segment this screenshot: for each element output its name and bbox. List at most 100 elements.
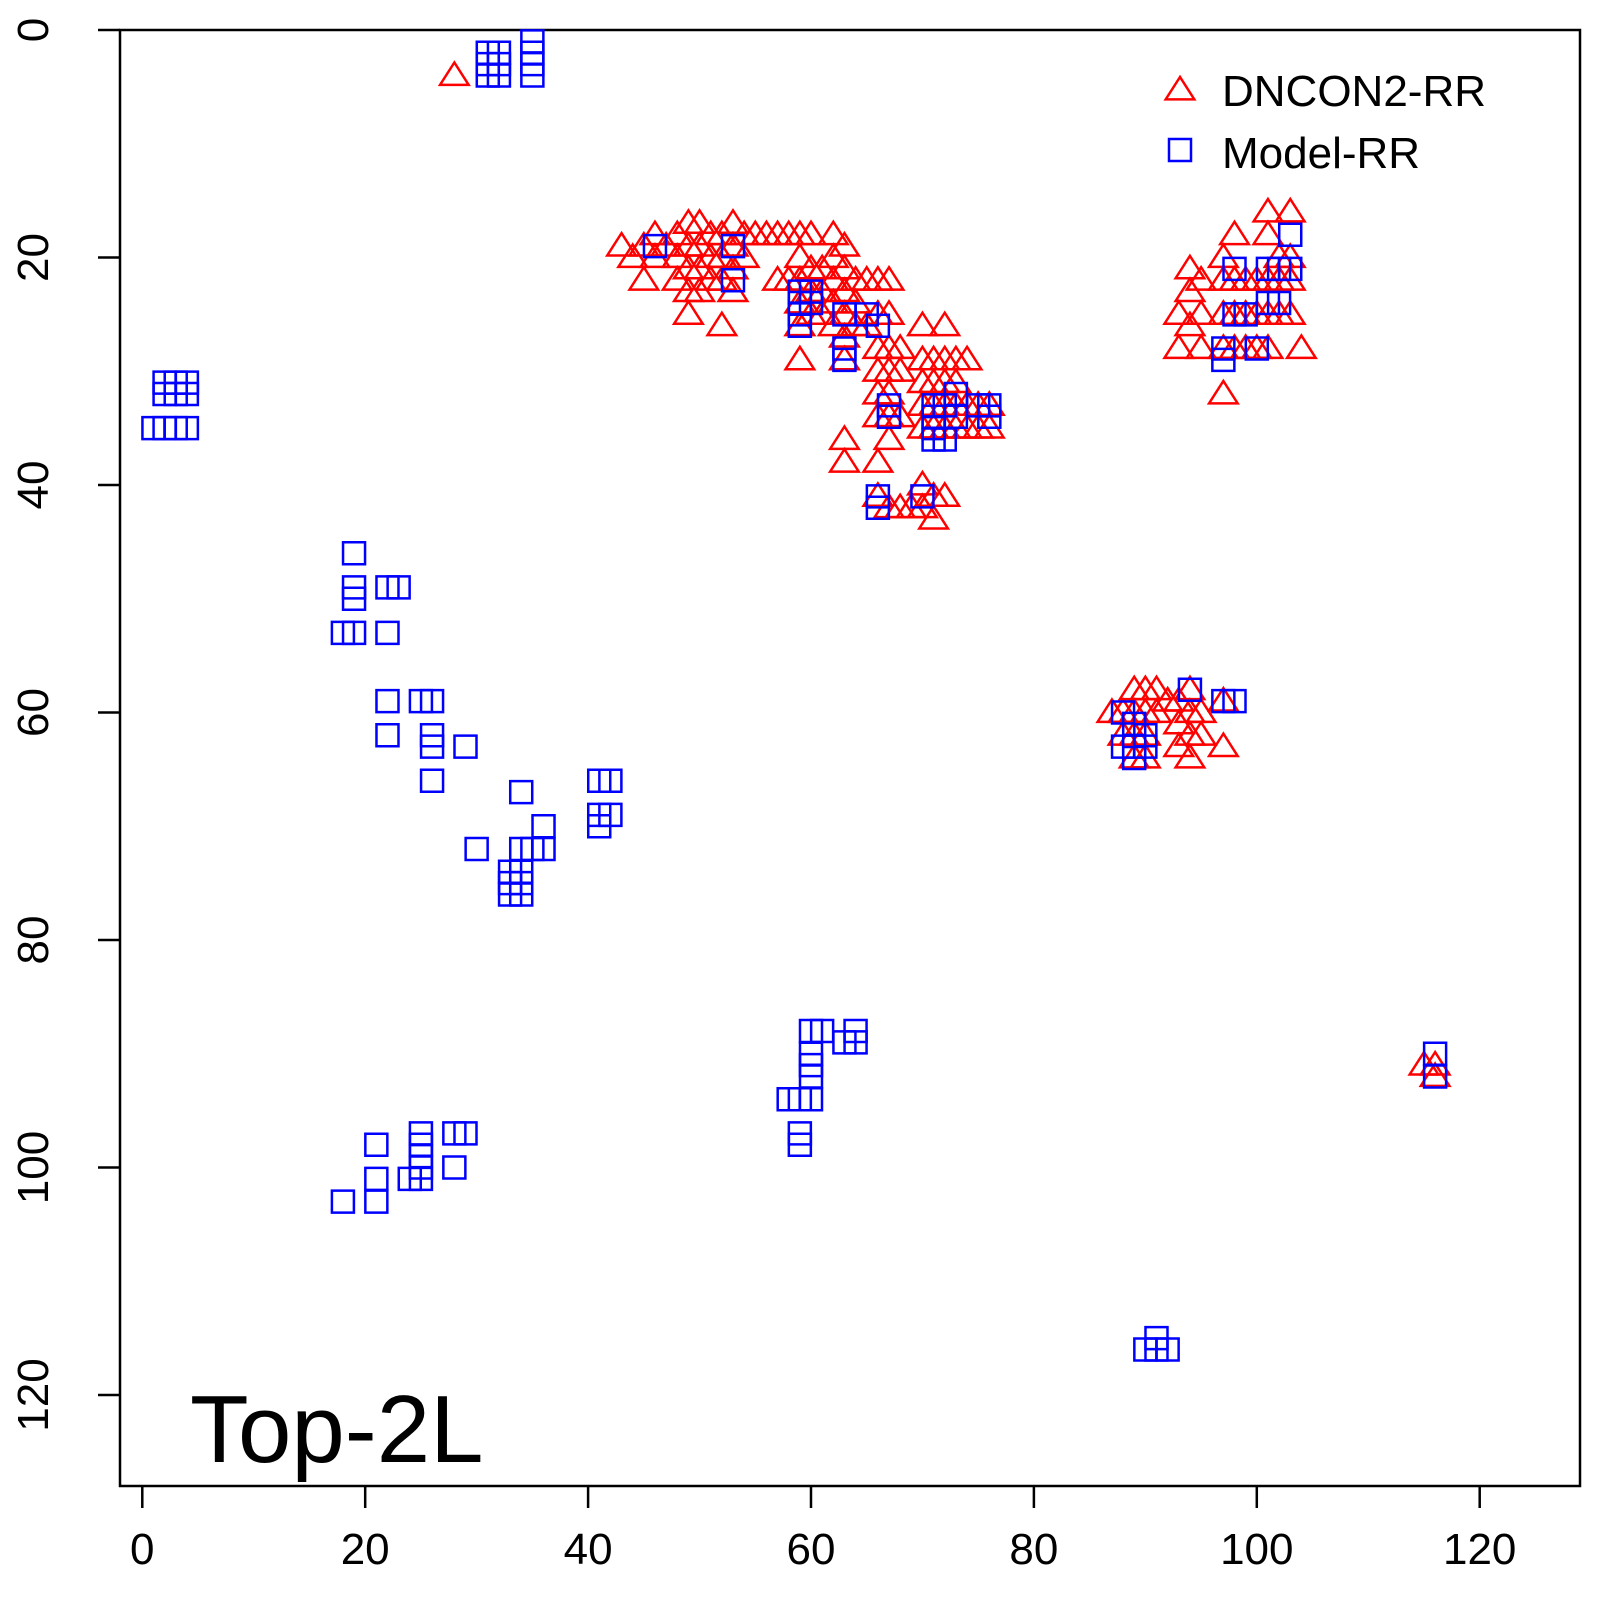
square-point: [787, 1132, 813, 1157]
square-point: [330, 620, 356, 646]
series-model-rr: [141, 29, 1448, 1362]
triangle-point: [627, 264, 661, 291]
y-tick-label: 60: [9, 688, 58, 737]
triangle-point: [604, 230, 639, 257]
y-tick-label: 100: [9, 1131, 58, 1204]
square-point: [508, 882, 534, 907]
square-point: [1222, 688, 1247, 714]
square-point: [1177, 677, 1203, 702]
square-point: [520, 63, 545, 88]
triangle-point: [905, 310, 940, 337]
triangle-point: [928, 481, 962, 507]
triangle-point: [1273, 299, 1307, 325]
x-tick-label: 80: [1009, 1525, 1058, 1574]
plot-frame: [118, 28, 1582, 1488]
square-point: [832, 347, 857, 373]
triangle-point: [1284, 333, 1318, 360]
x-tick-label: 120: [1443, 1525, 1516, 1574]
square-point: [508, 779, 534, 805]
square-point: [375, 688, 400, 714]
x-tick-label: 40: [564, 1525, 613, 1574]
square-point: [642, 233, 668, 259]
square-point: [876, 404, 902, 429]
square-point: [375, 723, 400, 748]
square-point: [531, 814, 556, 839]
corner-annotation: Top-2L: [190, 1376, 484, 1483]
triangle-point: [827, 344, 862, 371]
square-point: [720, 233, 746, 259]
x-tick-label: 20: [341, 1525, 390, 1574]
triangle-point: [827, 446, 862, 473]
triangle-point: [861, 446, 895, 473]
square-point: [174, 415, 200, 441]
triangle-point: [1418, 1049, 1452, 1076]
triangle-point: [716, 276, 750, 303]
square-point: [910, 484, 935, 509]
x-tick-label: 60: [787, 1525, 836, 1574]
legend-label: DNCON2-RR: [1222, 67, 1486, 116]
triangle-point: [1184, 719, 1218, 746]
square-point: [586, 814, 612, 839]
legend-square-icon: [1167, 137, 1193, 163]
triangle-point: [1251, 219, 1285, 246]
triangle-point: [950, 344, 984, 371]
series-dncon2-rr: [437, 60, 1452, 1088]
square-point: [341, 541, 367, 566]
x-tick-label: 0: [130, 1525, 154, 1574]
plot-points: [141, 29, 1452, 1362]
square-point: [720, 268, 746, 293]
square-point: [1422, 1064, 1448, 1089]
square-point: [330, 1189, 356, 1214]
triangle-point: [1184, 299, 1218, 325]
triangle-point: [1217, 219, 1252, 246]
square-point: [364, 1189, 389, 1214]
legend: DNCON2-RR Model-RR: [1163, 67, 1486, 178]
triangle-point: [783, 344, 817, 371]
square-point: [1133, 734, 1158, 759]
square-point: [1211, 347, 1236, 373]
triangle-point: [827, 424, 862, 451]
square-point: [865, 495, 891, 520]
y-tick-label: 40: [9, 461, 58, 510]
square-point: [531, 836, 556, 862]
triangle-point: [917, 503, 951, 530]
triangle-point: [928, 310, 962, 337]
triangle-point: [861, 481, 895, 507]
y-tick-label: 20: [9, 233, 58, 282]
square-point: [386, 575, 411, 600]
square-point: [798, 290, 824, 316]
square-point: [364, 1166, 389, 1192]
y-tick-label: 80: [9, 916, 58, 965]
triangle-point: [1162, 299, 1196, 325]
triangle-point: [872, 264, 906, 291]
triangle-point: [1418, 1061, 1452, 1088]
square-point: [598, 768, 623, 793]
triangle-point: [1173, 742, 1207, 769]
square-point: [375, 620, 400, 646]
square-point: [843, 1030, 868, 1055]
square-point: [419, 768, 445, 793]
square-point: [174, 381, 200, 407]
triangle-point: [671, 299, 705, 325]
triangle-point: [1206, 378, 1240, 405]
square-point: [453, 1121, 478, 1146]
triangle-point: [1273, 264, 1307, 291]
triangle-point: [794, 219, 828, 246]
square-point: [486, 63, 512, 88]
square-point: [419, 734, 445, 759]
square-point: [1222, 256, 1247, 282]
legend-triangle-icon: [1163, 74, 1197, 101]
square-point: [865, 313, 891, 338]
square-point: [798, 1064, 824, 1089]
square-point: [408, 1166, 434, 1192]
x-tick-label: 100: [1220, 1525, 1293, 1574]
square-point: [977, 404, 1002, 429]
square-point: [1277, 222, 1303, 247]
square-point: [464, 836, 489, 862]
triangle-point: [1206, 731, 1240, 758]
square-point: [1266, 290, 1292, 316]
triangle-point: [872, 424, 906, 451]
square-point: [442, 1155, 467, 1180]
square-point: [453, 734, 478, 759]
